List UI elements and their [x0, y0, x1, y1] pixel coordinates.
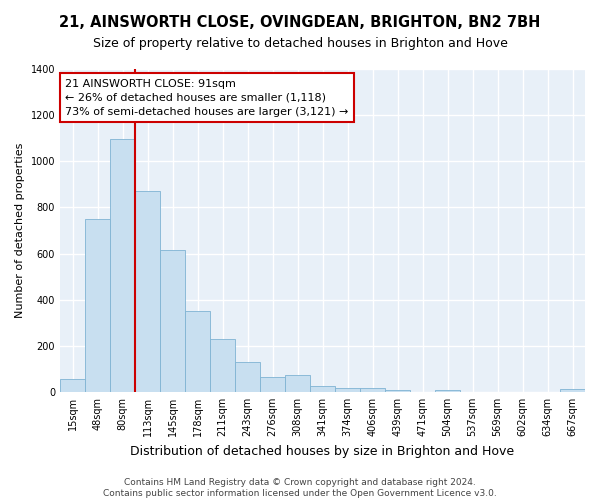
Bar: [85, 219, 110, 392]
Text: 21 AINSWORTH CLOSE: 91sqm
← 26% of detached houses are smaller (1,118)
73% of se: 21 AINSWORTH CLOSE: 91sqm ← 26% of detac…: [65, 78, 349, 116]
Bar: [185, 311, 210, 392]
Bar: [435, 390, 460, 392]
Bar: [285, 376, 310, 392]
Bar: [310, 386, 335, 392]
Bar: [335, 388, 360, 392]
Bar: [160, 250, 185, 392]
X-axis label: Distribution of detached houses by size in Brighton and Hove: Distribution of detached houses by size …: [130, 444, 515, 458]
Bar: [560, 389, 585, 392]
Bar: [260, 377, 285, 392]
Bar: [110, 140, 135, 392]
Text: 21, AINSWORTH CLOSE, OVINGDEAN, BRIGHTON, BN2 7BH: 21, AINSWORTH CLOSE, OVINGDEAN, BRIGHTON…: [59, 15, 541, 30]
Y-axis label: Number of detached properties: Number of detached properties: [15, 143, 25, 318]
Bar: [210, 340, 235, 392]
Text: Contains HM Land Registry data © Crown copyright and database right 2024.
Contai: Contains HM Land Registry data © Crown c…: [103, 478, 497, 498]
Bar: [385, 390, 410, 392]
Bar: [135, 192, 160, 392]
Bar: [60, 379, 85, 392]
Text: Size of property relative to detached houses in Brighton and Hove: Size of property relative to detached ho…: [92, 38, 508, 51]
Bar: [235, 362, 260, 392]
Bar: [360, 388, 385, 392]
